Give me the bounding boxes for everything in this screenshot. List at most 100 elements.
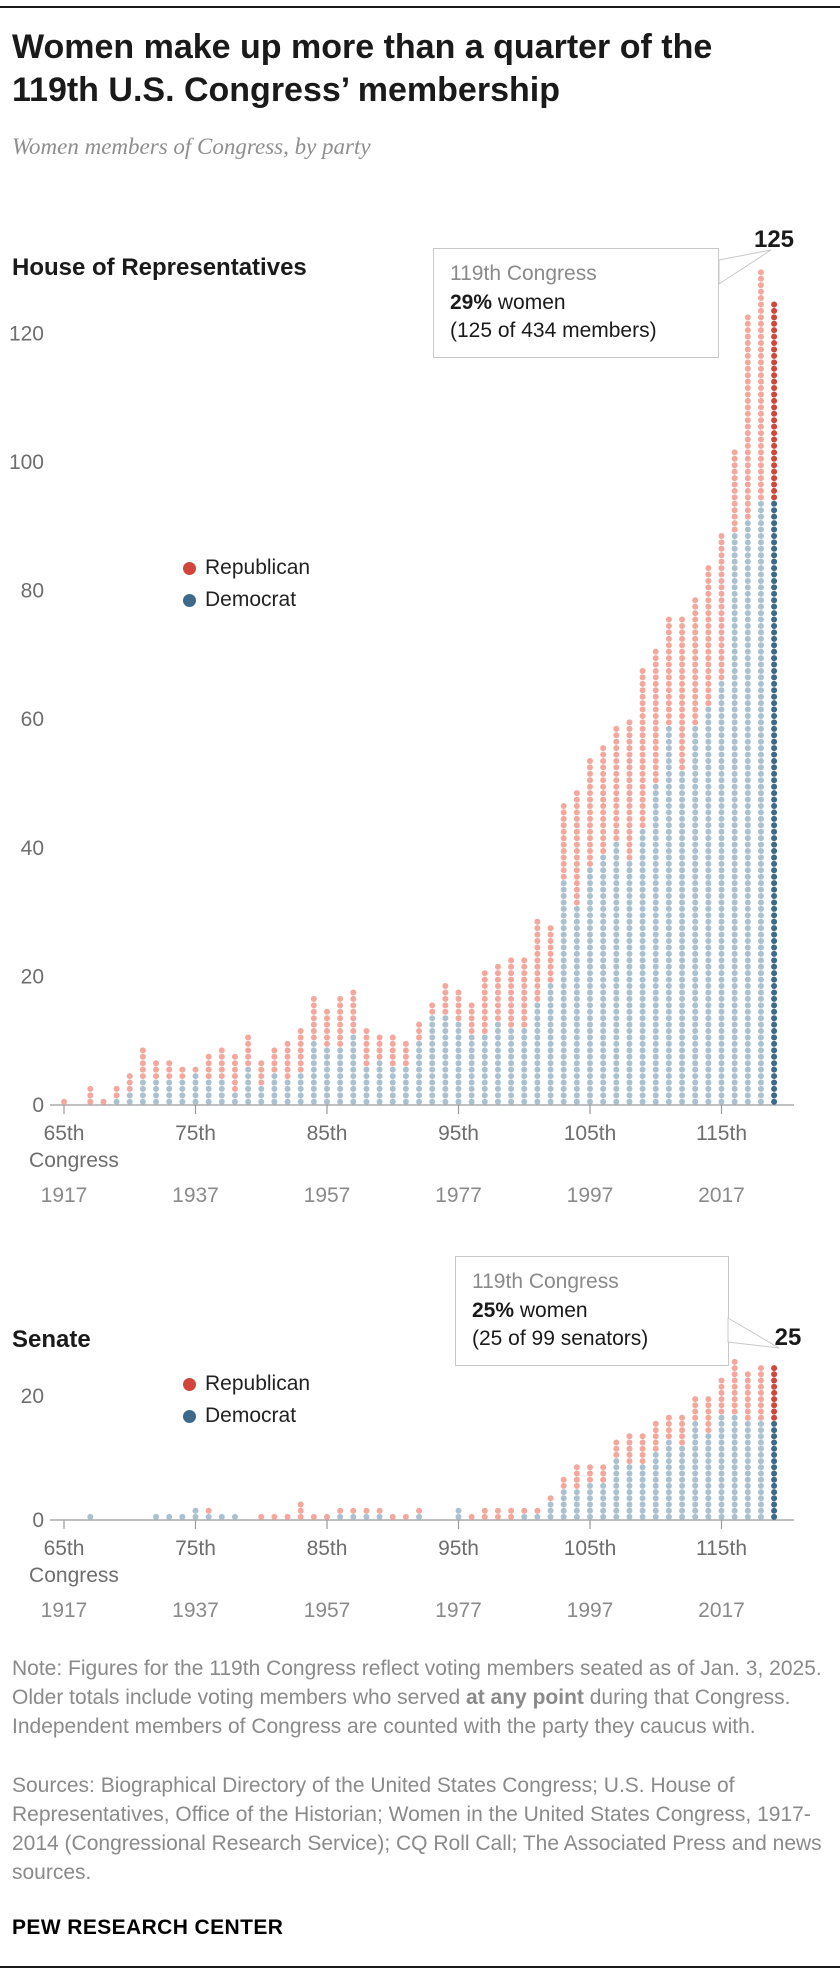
dot-column-116 — [731, 449, 738, 1105]
dot-column-112 — [679, 616, 686, 1105]
dot-column-91 — [402, 1513, 409, 1520]
dot-column-98 — [494, 1507, 501, 1520]
senate-legend-label-democrat: Democrat — [205, 1404, 297, 1427]
democrat-dot-icon — [183, 593, 196, 607]
x-tick-year-label: 2017 — [698, 1184, 745, 1207]
dot-column-104 — [573, 1464, 580, 1520]
dot-column-82 — [284, 1513, 291, 1520]
y-tick-label: 20 — [21, 1385, 44, 1408]
x-tick-label: 105th — [564, 1537, 617, 1560]
dot-column-95 — [455, 1507, 462, 1520]
dot-column-105 — [587, 1464, 593, 1520]
dot-column-110 — [652, 1420, 659, 1520]
sources-text: Sources: Biographical Directory of the U… — [12, 1774, 822, 1884]
house-top-value: 125 — [753, 226, 795, 253]
dot-column-115 — [718, 532, 725, 1105]
house-chart: 0 20 40 60 80 100 120 65th Congress 1917 75th 1937 8… — [9, 269, 794, 1207]
dot-column-69 — [113, 1085, 120, 1105]
dot-column-116 — [731, 1358, 738, 1520]
y-tick-label: 100 — [9, 451, 44, 474]
dot-column-76 — [205, 1053, 212, 1105]
dot-column-114 — [705, 565, 712, 1105]
dot-column-91 — [402, 1040, 409, 1105]
dot-column-103 — [560, 1476, 567, 1520]
dot-column-80 — [258, 1513, 265, 1520]
dot-column-76 — [205, 1507, 212, 1520]
top-rule — [0, 6, 840, 8]
dot-column-87 — [350, 1507, 357, 1520]
dot-column-108 — [626, 719, 633, 1105]
dot-column-89 — [376, 1034, 383, 1105]
y-tick-label: 80 — [21, 580, 44, 603]
senate-legend-item-democrat: Democrat — [183, 1404, 310, 1428]
x-tick-label: 75th — [175, 1122, 216, 1145]
dot-column-72 — [153, 1513, 160, 1520]
x-tick-sublabel: Congress — [29, 1149, 119, 1172]
dot-column-71 — [139, 1047, 146, 1105]
y-tick-label: 40 — [21, 837, 44, 860]
dot-column-80 — [258, 1060, 265, 1105]
dot-column-81 — [271, 1513, 278, 1520]
house-callout-detail: (125 of 434 members) — [450, 319, 657, 343]
senate-callout-stat: 25% women — [472, 1298, 588, 1322]
dot-column-74 — [179, 1066, 186, 1105]
democrat-dot-icon — [183, 1409, 196, 1423]
x-tick-year-label: 1957 — [304, 1599, 351, 1622]
x-tick-sublabel: Congress — [29, 1564, 119, 1587]
x-tick-year-label: 1917 — [41, 1599, 88, 1622]
y-tick-label: 120 — [9, 322, 44, 345]
dot-column-77 — [218, 1513, 225, 1520]
x-tick-year-label: 1957 — [304, 1184, 351, 1207]
note-text: Note: Figures for the 119th Congress ref… — [12, 1657, 822, 1738]
dot-column-117 — [744, 1371, 751, 1520]
dot-column-85 — [324, 1513, 330, 1520]
dot-column-83 — [297, 1028, 304, 1105]
dot-column-67 — [87, 1513, 94, 1520]
house-callout-title: 119th Congress — [450, 262, 597, 285]
dot-column-77 — [218, 1047, 225, 1105]
dot-column-97 — [481, 970, 488, 1105]
x-tick-year-label: 1977 — [435, 1599, 482, 1622]
dot-column-111 — [665, 616, 672, 1105]
dot-column-70 — [126, 1073, 133, 1105]
senate-legend-label-republican: Republican — [205, 1372, 311, 1395]
dot-column-94 — [442, 983, 449, 1105]
dot-column-79 — [245, 1034, 252, 1105]
dot-column-88 — [363, 1507, 370, 1520]
house-section-label: House of Representatives — [12, 254, 307, 281]
dot-column-67 — [87, 1085, 94, 1105]
pew-research-center-logo: PEW RESEARCH CENTER — [12, 1916, 284, 1939]
dot-column-106 — [600, 745, 607, 1105]
dot-column-119 — [771, 301, 778, 1105]
dot-column-118 — [757, 1365, 764, 1520]
senate-chart: 0 20 65th Congress 1917 75th 1937 85th 1957 95th 1… — [21, 1358, 794, 1622]
x-tick-label: 85th — [307, 1122, 348, 1145]
senate-legend-item-republican: Republican — [183, 1372, 310, 1396]
dot-column-93 — [429, 1002, 436, 1105]
dot-column-84 — [310, 1513, 317, 1520]
senate-legend: Republican Democrat — [183, 1372, 310, 1428]
x-tick-label: 85th — [307, 1537, 348, 1560]
x-tick-label: 115th — [696, 1537, 747, 1560]
x-tick-year-label: 1937 — [172, 1599, 219, 1622]
x-tick-label: 115th — [696, 1122, 747, 1145]
dot-column-113 — [692, 597, 699, 1105]
senate-section-label: Senate — [12, 1326, 91, 1353]
dot-column-92 — [416, 1507, 423, 1520]
dot-column-81 — [271, 1047, 278, 1105]
house-legend-item-republican: Republican — [183, 556, 310, 580]
dot-column-107 — [613, 1439, 620, 1520]
dot-column-75 — [192, 1066, 199, 1105]
dot-column-104 — [573, 790, 580, 1105]
dot-column-102 — [547, 925, 554, 1105]
dot-column-73 — [166, 1060, 173, 1105]
house-callout: 119th Congress 29% women (125 of 434 mem… — [433, 248, 719, 358]
dot-column-100 — [521, 1507, 528, 1520]
senate-top-value: 25 — [774, 1324, 802, 1351]
dot-column-107 — [613, 725, 620, 1105]
dot-column-65 — [61, 1098, 67, 1105]
x-tick-label: 65th — [44, 1537, 85, 1560]
dot-column-85 — [324, 1008, 330, 1105]
dot-column-110 — [652, 648, 659, 1105]
